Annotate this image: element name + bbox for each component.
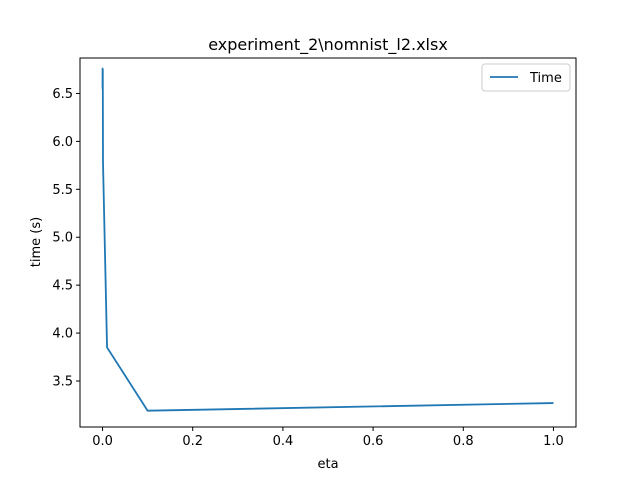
x-tick-label: 1.0: [543, 434, 564, 449]
series-line-time: [101, 67, 554, 412]
legend: Time: [481, 63, 571, 92]
y-axis: 3.5 4.0 4.5 5.0 5.5 6.0 6.5: [52, 87, 80, 389]
y-tick-label: 5.5: [52, 183, 73, 198]
series-layer: [101, 67, 554, 412]
y-tick-label: 5.0: [52, 231, 73, 246]
x-tick-label: 0.6: [363, 434, 384, 449]
plot-frame: [79, 57, 577, 428]
legend-label-time: Time: [529, 71, 562, 86]
y-tick-label: 6.5: [52, 87, 73, 102]
x-tick-label: 0.0: [92, 434, 113, 449]
y-tick-label: 4.5: [52, 279, 73, 294]
chart-title: experiment_2\nomnist_l2.xlsx: [208, 35, 448, 55]
y-tick-label: 6.0: [52, 135, 73, 150]
x-axis: 0.0 0.2 0.4 0.6 0.8 1.0: [92, 427, 564, 449]
y-tick-label: 4.0: [52, 327, 73, 342]
x-tick-label: 0.4: [273, 434, 294, 449]
legend-box: [481, 63, 571, 92]
x-axis-label: eta: [317, 457, 338, 472]
x-tick-label: 0.2: [182, 434, 203, 449]
y-tick-label: 3.5: [52, 374, 73, 389]
x-tick-label: 0.8: [453, 434, 474, 449]
plot-area: [79, 57, 577, 428]
y-axis-label: time (s): [29, 217, 44, 267]
